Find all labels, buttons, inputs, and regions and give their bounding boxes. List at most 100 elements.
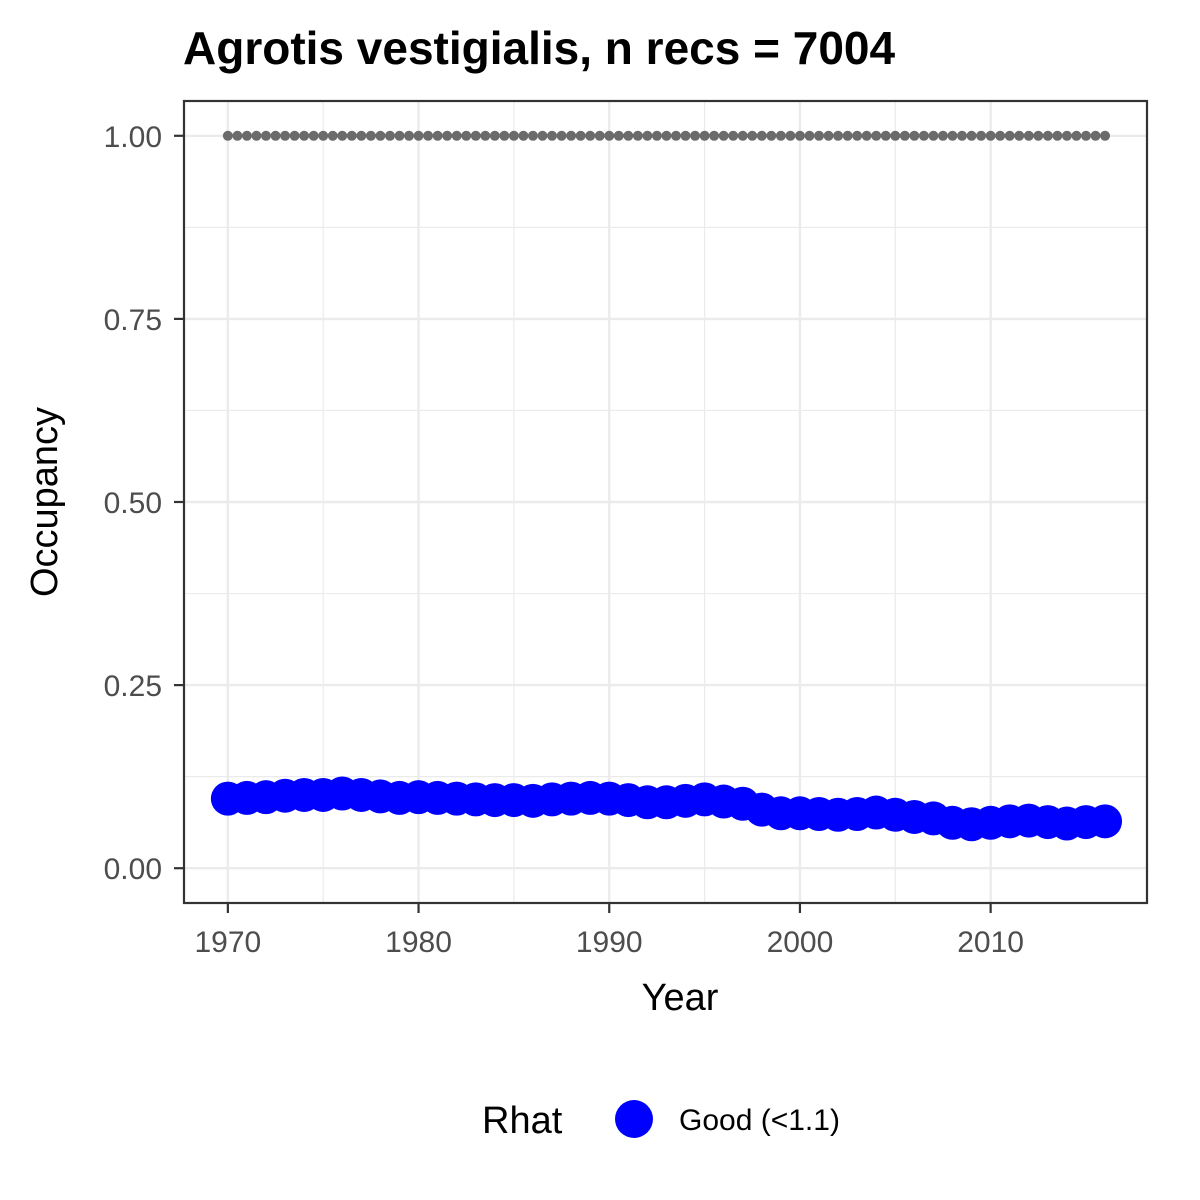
x-tick-label: 1990 <box>576 926 643 959</box>
reference-point <box>814 130 825 141</box>
reference-point <box>728 130 739 141</box>
reference-point <box>365 130 376 141</box>
occupancy-series <box>210 776 1123 842</box>
reference-point <box>270 130 281 141</box>
reference-point <box>594 130 605 141</box>
y-tick-label: 0.50 <box>104 487 162 520</box>
reference-point <box>928 130 939 141</box>
reference-point <box>709 130 720 141</box>
reference-point <box>680 130 691 141</box>
reference-point <box>327 130 338 141</box>
reference-point <box>1004 130 1015 141</box>
reference-point <box>737 130 748 141</box>
reference-point <box>556 130 567 141</box>
reference-point <box>404 130 415 141</box>
reference-point <box>1014 130 1025 141</box>
reference-point <box>232 130 243 141</box>
reference-point <box>241 130 252 141</box>
x-tick-label: 1970 <box>194 926 261 959</box>
reference-point <box>1061 130 1072 141</box>
x-axis: 1970 1980 1990 2000 2010 <box>194 903 1024 959</box>
reference-series <box>222 130 1111 141</box>
reference-point <box>966 130 977 141</box>
y-axis: 0.00 0.25 0.50 0.75 1.00 <box>104 121 184 886</box>
reference-point <box>299 130 310 141</box>
chart-title: Agrotis vestigialis, n recs = 7004 <box>183 22 895 74</box>
reference-point <box>518 130 529 141</box>
reference-point <box>356 130 367 141</box>
reference-point <box>1090 130 1101 141</box>
reference-point <box>508 130 519 141</box>
reference-point <box>690 130 701 141</box>
reference-point <box>527 130 538 141</box>
reference-point <box>833 130 844 141</box>
reference-point <box>899 130 910 141</box>
reference-point <box>871 130 882 141</box>
legend-title: Rhat <box>482 1100 563 1142</box>
reference-point <box>861 130 872 141</box>
reference-point <box>604 130 615 141</box>
reference-point <box>842 130 853 141</box>
reference-point <box>1100 130 1111 141</box>
reference-point <box>308 130 319 141</box>
reference-point <box>699 130 710 141</box>
y-tick-label: 0.25 <box>104 670 162 703</box>
legend-key-good <box>615 1100 653 1138</box>
reference-point <box>775 130 786 141</box>
x-tick-label: 2000 <box>767 926 834 959</box>
reference-point <box>613 130 624 141</box>
reference-point <box>432 130 443 141</box>
reference-point <box>1080 130 1091 141</box>
reference-point <box>995 130 1006 141</box>
reference-point <box>394 130 405 141</box>
reference-point <box>280 130 291 141</box>
reference-point <box>222 130 233 141</box>
reference-point <box>489 130 500 141</box>
reference-point <box>642 130 653 141</box>
reference-point <box>461 130 472 141</box>
legend: Rhat Good (<1.1) <box>482 1100 840 1142</box>
reference-point <box>423 130 434 141</box>
reference-point <box>957 130 968 141</box>
y-tick-label: 0.75 <box>104 304 162 337</box>
reference-point <box>1023 130 1034 141</box>
reference-point <box>537 130 548 141</box>
reference-point <box>747 130 758 141</box>
reference-point <box>632 130 643 141</box>
reference-point <box>451 130 462 141</box>
reference-point <box>442 130 453 141</box>
x-tick-label: 1980 <box>385 926 452 959</box>
legend-label-good: Good (<1.1) <box>679 1104 840 1137</box>
reference-point <box>794 130 805 141</box>
reference-point <box>1052 130 1063 141</box>
data-point <box>1088 804 1123 839</box>
reference-point <box>575 130 586 141</box>
reference-point <box>651 130 662 141</box>
reference-point <box>718 130 729 141</box>
x-tick-label: 2010 <box>957 926 1024 959</box>
reference-point <box>852 130 863 141</box>
reference-point <box>480 130 491 141</box>
reference-point <box>623 130 634 141</box>
reference-point <box>823 130 834 141</box>
reference-point <box>346 130 357 141</box>
y-tick-label: 0.00 <box>104 853 162 886</box>
reference-point <box>470 130 481 141</box>
reference-point <box>670 130 681 141</box>
reference-point <box>947 130 958 141</box>
reference-point <box>918 130 929 141</box>
reference-point <box>661 130 672 141</box>
reference-point <box>880 130 891 141</box>
reference-point <box>547 130 558 141</box>
reference-point <box>804 130 815 141</box>
reference-point <box>384 130 395 141</box>
y-axis-title: Occupancy <box>24 407 66 597</box>
reference-point <box>375 130 386 141</box>
reference-point <box>766 130 777 141</box>
reference-point <box>413 130 424 141</box>
reference-point <box>1033 130 1044 141</box>
reference-point <box>289 130 300 141</box>
reference-point <box>260 130 271 141</box>
reference-point <box>1042 130 1053 141</box>
